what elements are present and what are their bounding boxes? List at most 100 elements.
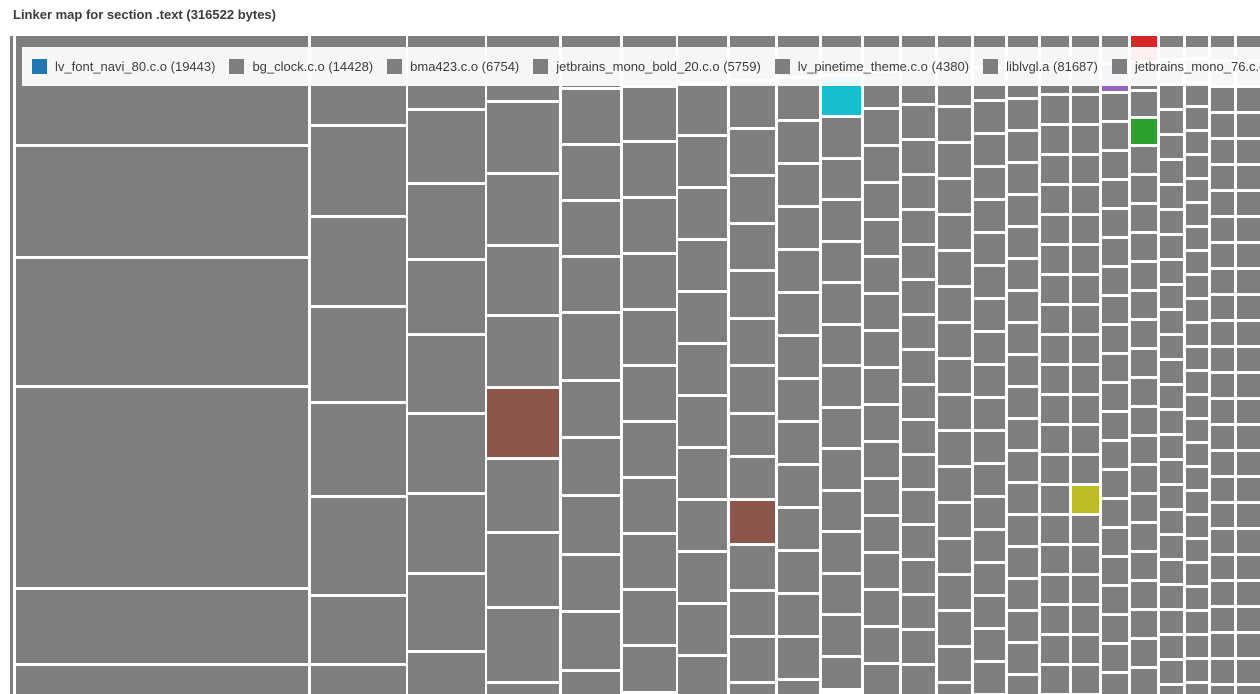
- treemap-cell[interactable]: [562, 202, 620, 255]
- treemap-cell[interactable]: [1186, 276, 1208, 297]
- treemap-cell[interactable]: [1102, 529, 1128, 555]
- treemap-cell[interactable]: [778, 423, 819, 463]
- treemap-cell[interactable]: [1160, 486, 1183, 508]
- treemap-cell[interactable]: [623, 479, 676, 532]
- treemap-cell[interactable]: [1041, 426, 1069, 453]
- treemap-cell[interactable]: [1131, 350, 1157, 376]
- treemap-cell[interactable]: [623, 311, 676, 364]
- treemap-cell[interactable]: [1186, 468, 1208, 489]
- treemap-cell[interactable]: [1160, 286, 1183, 308]
- treemap-cell[interactable]: [730, 272, 775, 317]
- treemap-cell[interactable]: [678, 449, 727, 498]
- treemap-cell[interactable]: [1041, 156, 1069, 183]
- treemap-cell[interactable]: [1160, 511, 1183, 533]
- treemap-cell[interactable]: [822, 201, 861, 240]
- treemap-cell[interactable]: [678, 605, 727, 654]
- treemap-cell[interactable]: [1008, 132, 1038, 161]
- treemap-cell[interactable]: [1131, 553, 1157, 579]
- treemap-cell[interactable]: [1160, 161, 1183, 183]
- treemap-cell[interactable]: [1160, 261, 1183, 283]
- treemap-cell-highlight[interactable]: [730, 501, 775, 543]
- treemap-cell[interactable]: [1237, 478, 1260, 501]
- treemap-cell[interactable]: [1072, 366, 1099, 393]
- treemap-cell[interactable]: [730, 130, 775, 174]
- treemap-cell[interactable]: [902, 561, 935, 593]
- treemap-cell[interactable]: [1186, 396, 1208, 417]
- treemap-cell[interactable]: [1186, 156, 1208, 177]
- treemap-cell[interactable]: [1131, 147, 1157, 173]
- treemap-cell[interactable]: [864, 221, 899, 255]
- treemap-cell[interactable]: [778, 466, 819, 506]
- treemap-cell[interactable]: [974, 597, 1005, 627]
- treemap-cell[interactable]: [311, 218, 406, 305]
- treemap-cell[interactable]: [1211, 608, 1234, 631]
- treemap-cell[interactable]: [902, 386, 935, 418]
- treemap-cell[interactable]: [1131, 234, 1157, 260]
- treemap-cell[interactable]: [1102, 558, 1128, 584]
- treemap-cell[interactable]: [974, 366, 1005, 396]
- treemap-cell[interactable]: [902, 526, 935, 558]
- treemap-cell[interactable]: [311, 308, 406, 401]
- treemap-cell[interactable]: [1211, 400, 1234, 423]
- treemap-cell[interactable]: [778, 552, 819, 592]
- treemap-cell[interactable]: [623, 367, 676, 420]
- treemap-cell[interactable]: [1041, 336, 1069, 363]
- treemap-cell[interactable]: [974, 564, 1005, 594]
- treemap-cell[interactable]: [487, 460, 559, 531]
- treemap-cell[interactable]: [778, 681, 819, 694]
- treemap-cell[interactable]: [1008, 644, 1038, 673]
- treemap-cell[interactable]: [1186, 492, 1208, 513]
- treemap-cell[interactable]: [1102, 442, 1128, 468]
- treemap-cell[interactable]: [730, 82, 775, 127]
- treemap-cell[interactable]: [778, 165, 819, 205]
- treemap-cell[interactable]: [1211, 530, 1234, 553]
- treemap-cell[interactable]: [974, 465, 1005, 495]
- treemap-cell[interactable]: [1186, 564, 1208, 585]
- treemap-cell[interactable]: [1211, 504, 1234, 527]
- treemap-cell[interactable]: [864, 406, 899, 440]
- treemap-cell[interactable]: [1211, 114, 1234, 137]
- treemap-cell[interactable]: [938, 216, 971, 249]
- treemap-cell[interactable]: [1237, 374, 1260, 397]
- treemap-cell[interactable]: [1008, 324, 1038, 353]
- treemap-cell[interactable]: [938, 144, 971, 177]
- treemap-cell[interactable]: [1102, 616, 1128, 642]
- treemap-cell[interactable]: [1211, 582, 1234, 605]
- treemap-cell[interactable]: [562, 382, 620, 436]
- treemap-cell[interactable]: [1008, 196, 1038, 225]
- treemap-cell[interactable]: [16, 259, 308, 385]
- treemap-cell[interactable]: [822, 658, 861, 688]
- treemap-cell[interactable]: [1072, 546, 1099, 573]
- treemap-cell[interactable]: [1072, 456, 1099, 483]
- treemap-cell[interactable]: [487, 175, 559, 244]
- treemap-cell[interactable]: [1211, 140, 1234, 163]
- treemap-cell[interactable]: [1072, 636, 1099, 663]
- treemap-cell[interactable]: [1237, 140, 1260, 163]
- treemap-cell[interactable]: [487, 684, 559, 694]
- treemap-cell[interactable]: [822, 492, 861, 530]
- treemap-cell[interactable]: [864, 110, 899, 144]
- treemap-cell[interactable]: [1211, 634, 1234, 657]
- treemap-cell[interactable]: [902, 631, 935, 663]
- treemap-cell[interactable]: [902, 491, 935, 523]
- treemap-cell-highlight[interactable]: [1072, 486, 1099, 513]
- treemap-cell[interactable]: [1186, 636, 1208, 657]
- treemap-cell[interactable]: [902, 666, 935, 694]
- treemap-cell[interactable]: [1237, 348, 1260, 371]
- treemap-cell[interactable]: [1008, 612, 1038, 641]
- treemap-cell[interactable]: [974, 531, 1005, 561]
- treemap-cell[interactable]: [678, 345, 727, 394]
- treemap-cell[interactable]: [864, 369, 899, 403]
- treemap-cell[interactable]: [730, 367, 775, 412]
- treemap-cell[interactable]: [1008, 676, 1038, 694]
- treemap-cell[interactable]: [1008, 484, 1038, 513]
- treemap-cell[interactable]: [822, 118, 861, 157]
- treemap-cell[interactable]: [1160, 461, 1183, 483]
- treemap-cell[interactable]: [1102, 152, 1128, 178]
- treemap-cell[interactable]: [1072, 606, 1099, 633]
- treemap-cell[interactable]: [1237, 296, 1260, 319]
- treemap-cell[interactable]: [562, 314, 620, 379]
- treemap-cell[interactable]: [623, 647, 676, 691]
- treemap-cell[interactable]: [822, 367, 861, 406]
- treemap-cell[interactable]: [974, 267, 1005, 297]
